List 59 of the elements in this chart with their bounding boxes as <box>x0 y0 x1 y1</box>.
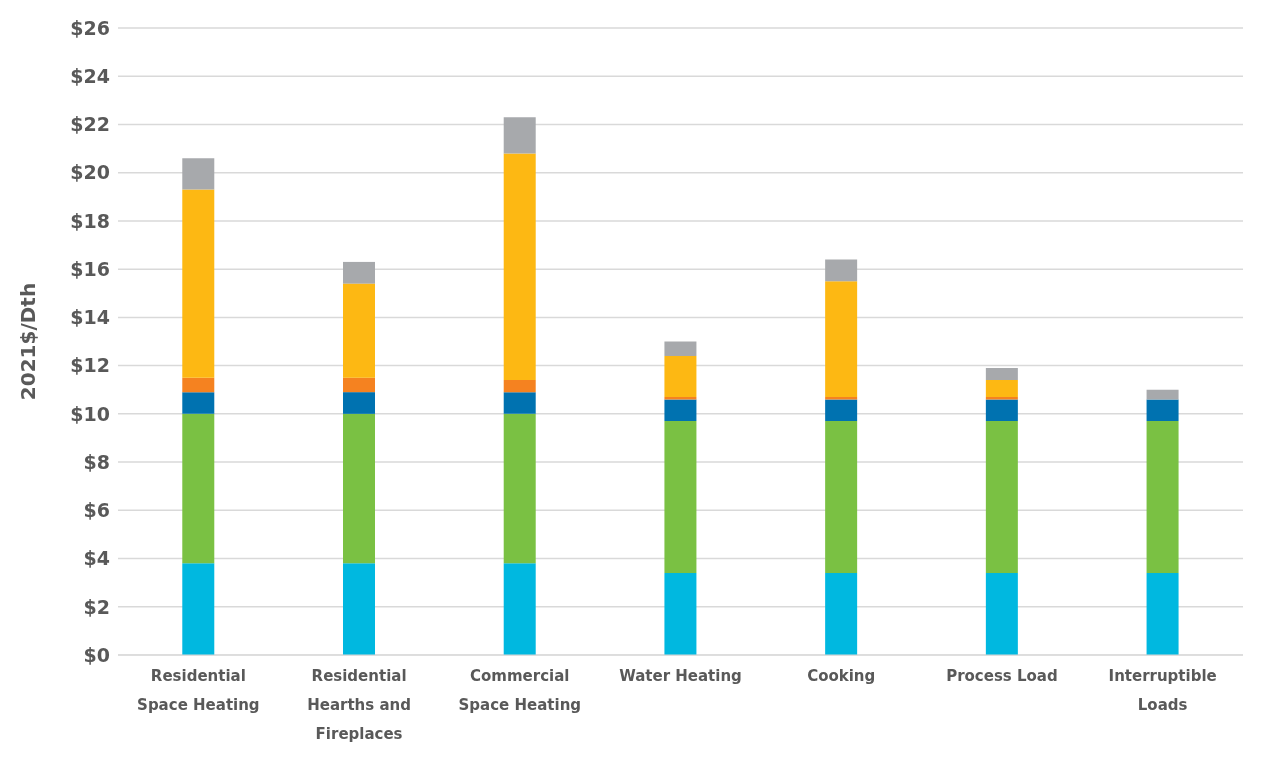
bar <box>825 573 858 655</box>
bar <box>1146 399 1179 422</box>
bar <box>343 283 375 378</box>
bar <box>1146 389 1179 400</box>
bar <box>503 153 536 381</box>
bar <box>503 563 536 655</box>
bar <box>343 377 375 393</box>
y-tick-label: $12 <box>70 354 110 377</box>
y-axis-title: 2021$/Dth <box>16 282 41 401</box>
bar <box>503 413 536 564</box>
x-tick-label: Water Heating <box>619 667 742 685</box>
bar <box>825 259 858 282</box>
y-tick-label: $20 <box>70 161 110 184</box>
bar <box>825 281 858 397</box>
bar <box>343 563 375 655</box>
bar <box>182 563 215 655</box>
bar <box>1146 573 1179 655</box>
x-tick-label: Residential Space Heating <box>137 667 260 714</box>
y-tick-label: $22 <box>70 113 110 136</box>
y-tick-label: $2 <box>83 595 110 618</box>
bar <box>343 413 375 564</box>
y-tick-label: $14 <box>70 306 110 329</box>
bar <box>182 189 215 378</box>
bar <box>985 380 1018 397</box>
bar <box>825 421 858 574</box>
y-tick-label: $4 <box>83 547 110 570</box>
y-tick-label: $6 <box>83 499 110 522</box>
bar <box>985 399 1018 422</box>
bar <box>985 573 1018 655</box>
x-tick-label: Commercial Space Heating <box>458 667 582 714</box>
bar <box>343 392 375 414</box>
y-tick-label: $10 <box>70 402 110 425</box>
bar <box>985 421 1018 574</box>
bar <box>182 413 215 564</box>
bar <box>503 392 536 414</box>
bar <box>503 380 536 393</box>
x-tick-label: Process Load <box>946 667 1058 685</box>
x-tick-label: Residential Hearths and Fireplaces <box>307 667 411 743</box>
y-tick-label: $0 <box>83 643 110 666</box>
y-tick-label: $16 <box>70 257 110 280</box>
bar <box>664 355 697 397</box>
x-tick-label: Cooking <box>807 667 876 685</box>
y-tick-label: $8 <box>83 450 110 473</box>
bar <box>664 421 697 574</box>
bar <box>343 261 375 284</box>
bar <box>664 399 697 422</box>
x-tick-label: Interruptible Loads <box>1108 667 1217 714</box>
y-tick-label: $24 <box>70 64 110 87</box>
y-tick-label: $26 <box>70 16 110 39</box>
bar <box>664 573 697 655</box>
bar <box>825 399 858 422</box>
bar <box>182 158 215 190</box>
bar <box>1146 421 1179 574</box>
bar <box>664 341 697 356</box>
y-tick-label: $18 <box>70 209 110 232</box>
bar <box>985 368 1018 381</box>
bar <box>503 117 536 154</box>
bar <box>182 392 215 414</box>
bar <box>182 377 215 393</box>
